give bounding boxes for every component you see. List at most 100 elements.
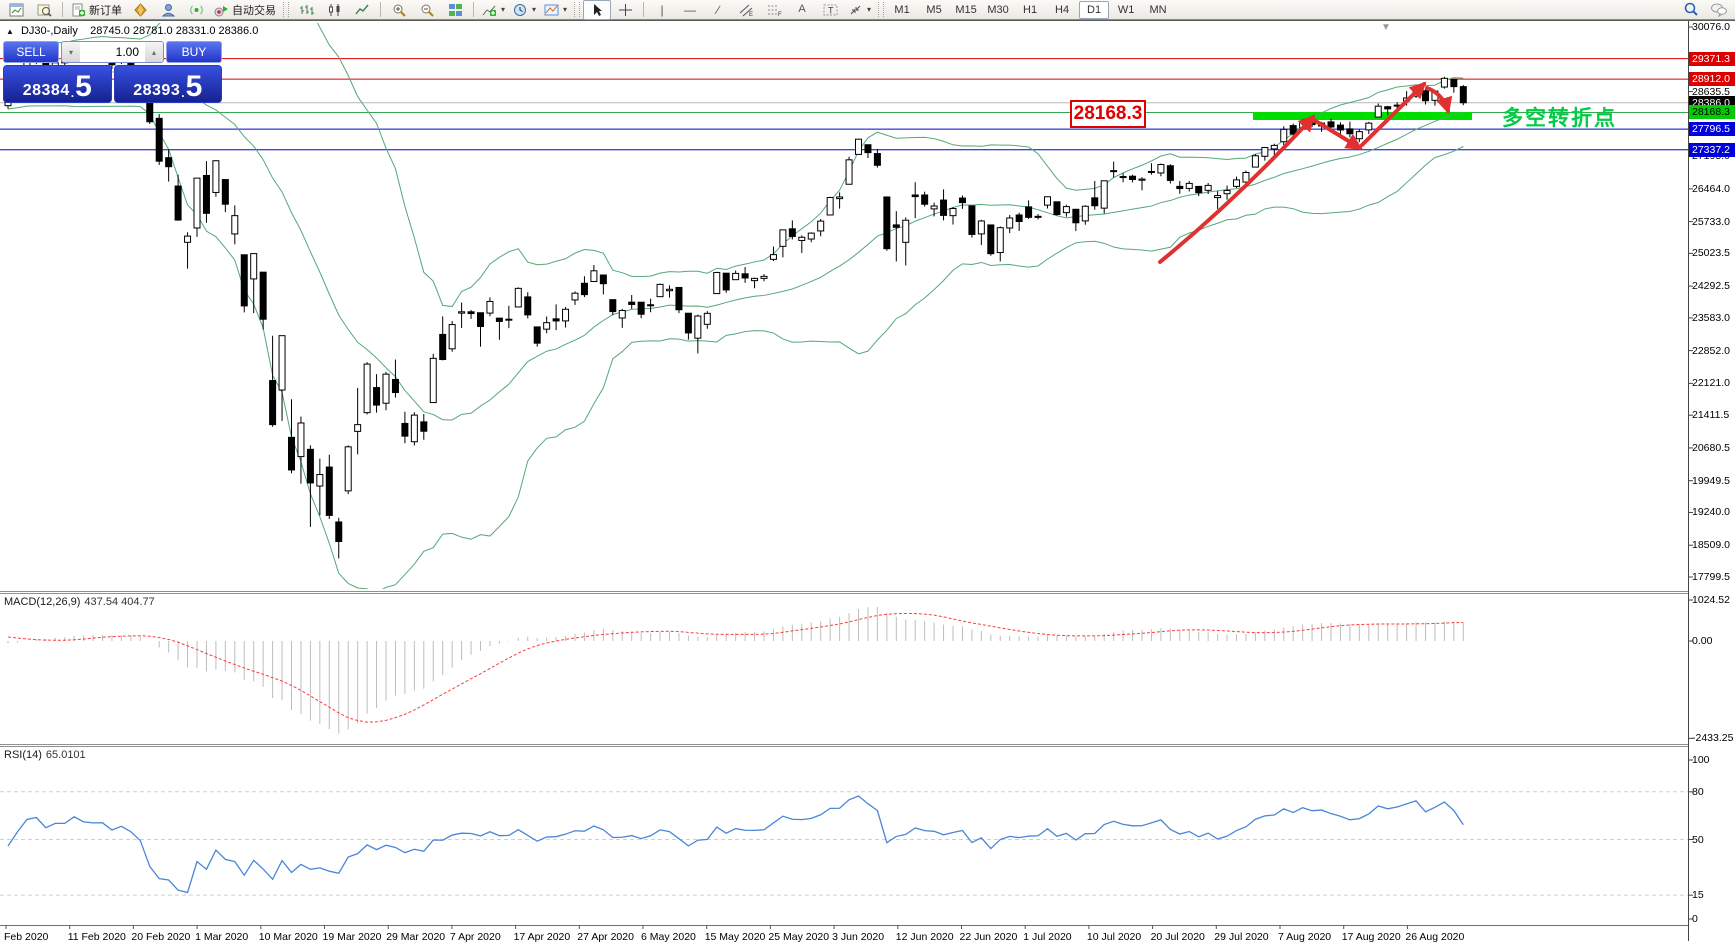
sell-button[interactable]: SELL [3, 41, 59, 63]
bollinger-bands [7, 23, 1464, 589]
date-label: 1 Jul 2020 [1023, 931, 1072, 943]
label-tool-button[interactable]: T [816, 0, 844, 20]
date-label: 17 Aug 2020 [1341, 931, 1401, 943]
y-axis-tick: 25733.0 [1692, 215, 1730, 228]
crosshair-icon [618, 3, 632, 16]
price-badge: 28912.0 [1689, 72, 1735, 87]
date-label: 26 Aug 2020 [1405, 931, 1465, 943]
svg-text:T: T [828, 5, 834, 15]
date-label: 22 Jun 2020 [959, 931, 1018, 943]
vertical-line-tool-button[interactable]: | [648, 0, 676, 20]
date-label: 20 Feb 2020 [131, 931, 191, 943]
channel-tool-button[interactable]: E [732, 0, 760, 20]
timeframe-button-m1[interactable]: M1 [894, 3, 910, 16]
price-level-lines [0, 58, 1688, 151]
channel-icon: E [739, 4, 753, 17]
toolbar-separator [380, 2, 381, 17]
date-label: 12 Jun 2020 [895, 931, 954, 943]
toolbar-grip [574, 2, 581, 17]
price-badge: 27796.5 [1689, 122, 1735, 137]
rsi-title: RSI(14) [4, 749, 42, 761]
price-level-annotation[interactable]: 28168.3 [1070, 100, 1146, 128]
date-label: 25 May 2020 [768, 931, 830, 943]
line-chart-button[interactable] [348, 0, 376, 20]
rsi-axis-tick: 0 [1692, 913, 1698, 925]
timeframe-button-h4[interactable]: H4 [1055, 3, 1070, 16]
fibonacci-tool-button[interactable]: F [760, 0, 788, 20]
date-label: 6 May 2020 [641, 931, 696, 943]
zoom-out-button[interactable] [413, 0, 441, 20]
chart-shift-marker[interactable]: ▼ [1381, 22, 1391, 33]
signals-button[interactable] [182, 0, 210, 20]
zoom-out-icon [421, 4, 434, 17]
text-tool-button[interactable]: A [788, 0, 816, 20]
timeframe-button-m15[interactable]: M15 [955, 3, 977, 16]
timeframe-button-d1[interactable]: D1 [1079, 0, 1110, 19]
new-order-icon [72, 3, 85, 16]
periods-button[interactable]: ▾ [509, 0, 540, 20]
rsi-value: 65.0101 [45, 749, 86, 761]
support-highlight-bar[interactable] [1253, 112, 1472, 120]
turning-point-note[interactable]: 多空转折点 [1502, 107, 1617, 130]
macd-title: MACD(12,26,9) [4, 596, 81, 608]
timeframe-button-mn[interactable]: MN [1149, 3, 1167, 16]
buy-price-int: 28393 [133, 82, 181, 99]
timeframe-button-w1[interactable]: W1 [1117, 3, 1135, 16]
horizontal-line-tool-button[interactable]: — [676, 0, 704, 20]
y-axis-tick: 30076.0 [1692, 21, 1730, 33]
new-chart-button[interactable] [2, 0, 30, 20]
market-watch-button[interactable] [30, 0, 58, 20]
bars-icon [299, 4, 314, 15]
macd-label: MACD(12,26,9) 437.54 404.77 [4, 596, 155, 608]
market-button[interactable] [126, 0, 154, 20]
volume-decrease-button[interactable]: ▾ [62, 42, 80, 62]
buy-button[interactable]: BUY [166, 41, 222, 63]
date-label: 10 Jul 2020 [1086, 931, 1142, 943]
price-badge: 27337.2 [1689, 142, 1735, 157]
templates-button[interactable]: ▾ [540, 0, 571, 20]
trendline-tool-button[interactable]: ∕ [704, 0, 732, 20]
magnifier-window-icon [37, 4, 52, 17]
timeframe-button-m5[interactable]: M5 [926, 3, 942, 16]
date-label: 15 May 2020 [704, 931, 766, 943]
y-axis-tick: 19949.5 [1692, 474, 1730, 487]
date-label: 20 Jul 2020 [1150, 931, 1205, 943]
indicators-button[interactable]: ▾ [478, 0, 509, 20]
caret-down-icon: ▾ [867, 5, 872, 14]
y-axis-tick: 25023.5 [1692, 247, 1730, 260]
clock-icon [514, 3, 527, 16]
sell-price[interactable]: 28384 . 5 [3, 65, 112, 103]
sell-price-int: 28384 [22, 82, 70, 99]
cursor-tool-button[interactable] [583, 0, 612, 20]
rsi-axis-tick: 15 [1692, 889, 1704, 902]
volume-increase-button[interactable]: ▴ [145, 42, 163, 62]
search-button[interactable] [1677, 0, 1705, 20]
toolbar-separator [473, 2, 474, 17]
buy-price[interactable]: 28393 . 5 [113, 65, 222, 103]
crosshair-tool-button[interactable] [611, 0, 639, 20]
volume-input[interactable]: 1.00 [115, 45, 139, 59]
one-click-toggle-icon[interactable]: ▲ [6, 27, 14, 36]
y-axis-tick: 24292.5 [1692, 280, 1730, 293]
gold-diamond-icon [133, 2, 147, 17]
zoom-in-button[interactable] [385, 0, 413, 20]
new-order-button[interactable]: 新订单 [67, 0, 126, 20]
chat-button[interactable] [1705, 0, 1733, 20]
chart-canvas[interactable] [0, 21, 1735, 943]
tile-windows-button[interactable] [441, 0, 469, 20]
y-axis-tick: 22852.0 [1692, 344, 1730, 357]
trend-zigzag-annotation[interactable] [1158, 81, 1453, 264]
zoom-in-icon [393, 4, 406, 17]
rsi-axis-tick: 50 [1692, 833, 1704, 846]
community-button[interactable] [154, 0, 182, 20]
signals-radar-icon [189, 5, 203, 14]
timeframe-button-m30[interactable]: M30 [987, 3, 1009, 16]
bar-chart-button[interactable] [292, 0, 320, 20]
candlestick-chart-button[interactable] [320, 0, 348, 20]
auto-trading-button[interactable]: 自动交易 [210, 0, 280, 20]
timeframe-button-h1[interactable]: H1 [1023, 3, 1038, 16]
chart-window: ▲ DJ30-,Daily 28745.0 28781.0 28331.0 28… [0, 20, 1735, 943]
toolbar-separator [643, 2, 645, 17]
shapes-tool-button[interactable]: ▾ [844, 0, 875, 20]
rsi-axis-tick: 80 [1692, 785, 1704, 798]
